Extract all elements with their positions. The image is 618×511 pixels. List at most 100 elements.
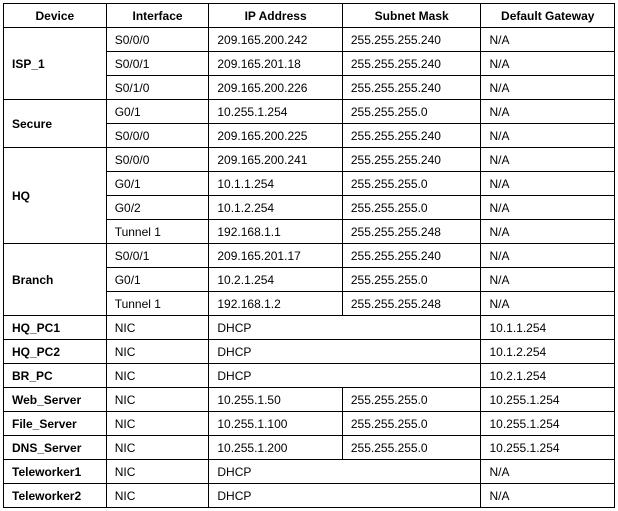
gateway-cell: N/A (481, 52, 615, 76)
gateway-cell: N/A (481, 196, 615, 220)
header-row: Device Interface IP Address Subnet Mask … (4, 4, 615, 28)
interface-cell: NIC (106, 316, 209, 340)
ip-cell: 10.255.1.50 (209, 388, 342, 412)
header-device: Device (4, 4, 107, 28)
device-cell: ISP_1 (4, 28, 107, 100)
interface-cell: G0/1 (106, 268, 209, 292)
interface-cell: NIC (106, 484, 209, 508)
device-cell: Teleworker1 (4, 460, 107, 484)
gateway-cell: 10.255.1.254 (481, 412, 615, 436)
table-row: File_Server NIC 10.255.1.100 255.255.255… (4, 412, 615, 436)
interface-cell: NIC (106, 364, 209, 388)
interface-cell: Tunnel 1 (106, 292, 209, 316)
interface-cell: NIC (106, 436, 209, 460)
ip-cell: 10.2.1.254 (209, 268, 342, 292)
ip-cell: 10.255.1.254 (209, 100, 342, 124)
interface-cell: Tunnel 1 (106, 220, 209, 244)
interface-cell: G0/1 (106, 100, 209, 124)
gateway-cell: N/A (481, 124, 615, 148)
interface-cell: S0/0/1 (106, 52, 209, 76)
interface-cell: S0/1/0 (106, 76, 209, 100)
dhcp-cell: DHCP (209, 460, 481, 484)
gateway-cell: N/A (481, 220, 615, 244)
ip-cell: 209.165.200.225 (209, 124, 342, 148)
interface-cell: S0/0/0 (106, 28, 209, 52)
interface-cell: NIC (106, 460, 209, 484)
mask-cell: 255.255.255.0 (342, 172, 481, 196)
gateway-cell: 10.2.1.254 (481, 364, 615, 388)
ip-cell: 192.168.1.1 (209, 220, 342, 244)
ip-cell: 10.255.1.100 (209, 412, 342, 436)
header-mask: Subnet Mask (342, 4, 481, 28)
gateway-cell: N/A (481, 484, 615, 508)
mask-cell: 255.255.255.248 (342, 292, 481, 316)
table-row: Branch S0/0/1 209.165.201.17 255.255.255… (4, 244, 615, 268)
mask-cell: 255.255.255.240 (342, 148, 481, 172)
gateway-cell: N/A (481, 244, 615, 268)
interface-cell: NIC (106, 340, 209, 364)
addressing-table: Device Interface IP Address Subnet Mask … (3, 3, 615, 508)
header-gateway: Default Gateway (481, 4, 615, 28)
device-cell: HQ_PC1 (4, 316, 107, 340)
ip-cell: 209.165.200.241 (209, 148, 342, 172)
gateway-cell: N/A (481, 460, 615, 484)
mask-cell: 255.255.255.0 (342, 100, 481, 124)
dhcp-cell: DHCP (209, 364, 481, 388)
gateway-cell: N/A (481, 268, 615, 292)
mask-cell: 255.255.255.0 (342, 196, 481, 220)
gateway-cell: N/A (481, 28, 615, 52)
device-cell: Secure (4, 100, 107, 148)
ip-cell: 209.165.201.17 (209, 244, 342, 268)
ip-cell: 10.1.1.254 (209, 172, 342, 196)
dhcp-cell: DHCP (209, 340, 481, 364)
gateway-cell: N/A (481, 172, 615, 196)
device-cell: Teleworker2 (4, 484, 107, 508)
gateway-cell: N/A (481, 100, 615, 124)
interface-cell: NIC (106, 388, 209, 412)
gateway-cell: 10.1.2.254 (481, 340, 615, 364)
device-cell: HQ_PC2 (4, 340, 107, 364)
mask-cell: 255.255.255.248 (342, 220, 481, 244)
interface-cell: S0/0/0 (106, 148, 209, 172)
table-row: Web_Server NIC 10.255.1.50 255.255.255.0… (4, 388, 615, 412)
mask-cell: 255.255.255.240 (342, 76, 481, 100)
header-ip: IP Address (209, 4, 342, 28)
interface-cell: G0/2 (106, 196, 209, 220)
gateway-cell: 10.255.1.254 (481, 436, 615, 460)
interface-cell: G0/1 (106, 172, 209, 196)
gateway-cell: 10.1.1.254 (481, 316, 615, 340)
interface-cell: S0/0/1 (106, 244, 209, 268)
mask-cell: 255.255.255.240 (342, 124, 481, 148)
table-row: HQ_PC2 NIC DHCP 10.1.2.254 (4, 340, 615, 364)
table-row: HQ S0/0/0 209.165.200.241 255.255.255.24… (4, 148, 615, 172)
mask-cell: 255.255.255.240 (342, 28, 481, 52)
dhcp-cell: DHCP (209, 316, 481, 340)
device-cell: BR_PC (4, 364, 107, 388)
device-cell: DNS_Server (4, 436, 107, 460)
gateway-cell: 10.255.1.254 (481, 388, 615, 412)
device-cell: Branch (4, 244, 107, 316)
ip-cell: 10.255.1.200 (209, 436, 342, 460)
dhcp-cell: DHCP (209, 484, 481, 508)
ip-cell: 192.168.1.2 (209, 292, 342, 316)
ip-cell: 10.1.2.254 (209, 196, 342, 220)
mask-cell: 255.255.255.240 (342, 244, 481, 268)
device-cell: HQ (4, 148, 107, 244)
ip-cell: 209.165.200.226 (209, 76, 342, 100)
mask-cell: 255.255.255.0 (342, 268, 481, 292)
gateway-cell: N/A (481, 76, 615, 100)
mask-cell: 255.255.255.240 (342, 52, 481, 76)
table-row: BR_PC NIC DHCP 10.2.1.254 (4, 364, 615, 388)
header-interface: Interface (106, 4, 209, 28)
device-cell: File_Server (4, 412, 107, 436)
table-row: Teleworker2 NIC DHCP N/A (4, 484, 615, 508)
table-row: HQ_PC1 NIC DHCP 10.1.1.254 (4, 316, 615, 340)
table-row: ISP_1 S0/0/0 209.165.200.242 255.255.255… (4, 28, 615, 52)
ip-cell: 209.165.200.242 (209, 28, 342, 52)
mask-cell: 255.255.255.0 (342, 412, 481, 436)
mask-cell: 255.255.255.0 (342, 388, 481, 412)
gateway-cell: N/A (481, 292, 615, 316)
table-row: DNS_Server NIC 10.255.1.200 255.255.255.… (4, 436, 615, 460)
interface-cell: S0/0/0 (106, 124, 209, 148)
mask-cell: 255.255.255.0 (342, 436, 481, 460)
